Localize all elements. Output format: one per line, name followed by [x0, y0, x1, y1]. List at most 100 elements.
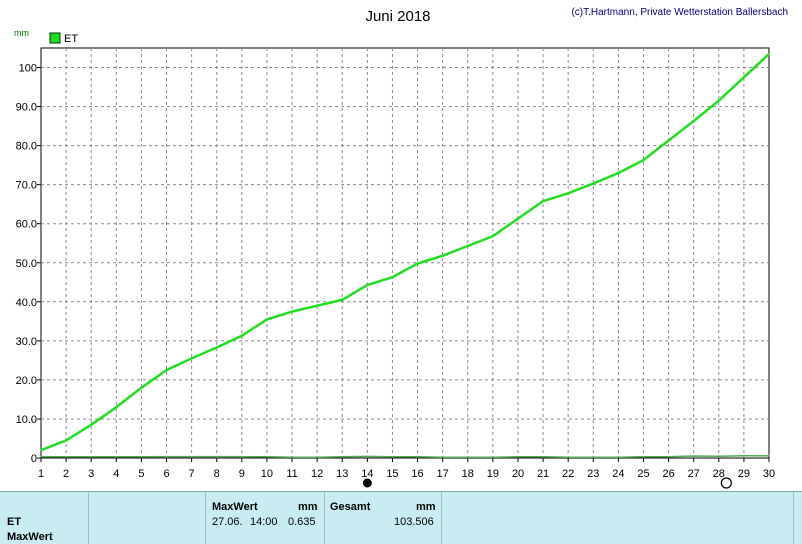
data-point: [291, 456, 293, 458]
data-point: [391, 276, 393, 278]
data-point: [668, 139, 670, 142]
data-point: [391, 456, 393, 458]
x-tick-label: 13: [336, 468, 348, 480]
data-point: [65, 439, 67, 441]
data-point: [642, 456, 645, 458]
data-point: [718, 455, 720, 457]
chart-title: Juni 2018: [365, 8, 430, 25]
x-tick-label: 25: [637, 468, 649, 480]
data-point: [467, 456, 469, 458]
info-col-1: [0, 492, 89, 544]
x-tick-label: 16: [411, 468, 423, 480]
data-point: [743, 455, 745, 457]
series-group: [40, 52, 770, 458]
data-point: [693, 455, 695, 457]
x-tick-label: 6: [163, 468, 169, 480]
x-tick-label: 20: [512, 468, 524, 480]
open-day-marker: [720, 477, 732, 489]
data-point: [241, 335, 243, 337]
data-point: [341, 299, 343, 301]
data-point: [316, 456, 318, 458]
data-point: [341, 456, 343, 458]
data-point: [165, 369, 168, 371]
info-header-gesamt: Gesamt: [330, 501, 371, 513]
x-tick-label: 5: [138, 468, 144, 480]
x-axis-ticks: 1 2 3 4 5 6 7 8 9 10 11 12 13 14 15 16 17 18 19 20 21 22 23 24 2…: [38, 458, 775, 480]
data-point: [642, 159, 645, 161]
data-point: [517, 456, 519, 458]
x-tick-label: 11: [286, 468, 297, 480]
data-point: [266, 456, 268, 458]
y-tick-label: 40.0: [16, 297, 37, 309]
x-tick-label: 27: [688, 468, 700, 480]
y-tick-label: 30.0: [16, 336, 37, 348]
x-tick-label: 23: [587, 468, 599, 480]
y-tick-label: 80.0: [16, 141, 37, 153]
day-markers: [362, 477, 732, 489]
data-point: [65, 456, 67, 458]
data-point: [442, 255, 444, 257]
data-point: [216, 456, 218, 458]
data-point: [693, 120, 695, 122]
x-tick-label: 29: [738, 468, 750, 480]
data-point: [216, 346, 218, 349]
info-header-unit-max: mm: [298, 501, 318, 513]
y-tick-label: 100: [19, 63, 37, 75]
data-point: [718, 100, 720, 102]
x-tick-label: 17: [437, 468, 449, 480]
data-point: [140, 387, 142, 389]
x-tick-label: 9: [239, 468, 245, 480]
data-point: [191, 456, 193, 458]
info-header-maxwert: MaxWert: [212, 501, 258, 513]
data-point: [366, 284, 368, 286]
legend: ET: [49, 32, 78, 45]
y-tick-label: 10.0: [16, 414, 37, 426]
y-tick-label: 0: [31, 453, 37, 465]
x-tick-label: 3: [88, 468, 94, 480]
data-point: [165, 456, 168, 458]
data-point: [417, 456, 419, 458]
data-point: [592, 456, 594, 458]
data-point: [617, 172, 620, 174]
data-point: [668, 456, 670, 458]
y-tick-label: 70.0: [16, 180, 37, 192]
data-point: [442, 456, 444, 458]
y-tick-label: 60.0: [16, 219, 37, 231]
data-point: [191, 357, 193, 359]
plot-frame: [40, 47, 770, 459]
filled-day-marker: [362, 478, 372, 488]
info-max-time: 14:00: [250, 516, 278, 528]
data-point: [291, 311, 293, 313]
info-col-4: [325, 492, 442, 544]
info-table: MaxWert mm Gesamt mm ET 27.06. 14:00 0.6…: [0, 491, 802, 544]
x-tick-label: 12: [311, 468, 323, 480]
x-tick-label: 24: [612, 468, 624, 480]
data-point: [567, 456, 569, 458]
x-tick-label: 10: [261, 468, 273, 480]
y-axis-ticks: 0 10.0 20.0 30.0 40.0 50.0 60.0 70.0 80.0 90.0 100: [16, 63, 41, 465]
data-point: [115, 406, 117, 408]
data-point: [542, 456, 544, 458]
series-line-et-hourly: [41, 454, 769, 458]
y-tick-label: 90.0: [16, 102, 37, 114]
x-tick-label: 18: [462, 468, 474, 480]
info-max-value: 0.635: [288, 516, 316, 528]
legend-label-et: ET: [64, 33, 78, 45]
info-row-et-label: ET: [7, 516, 22, 528]
x-tick-label: 14: [361, 468, 373, 480]
data-point: [40, 456, 42, 458]
x-tick-label: 26: [662, 468, 674, 480]
x-tick-label: 22: [562, 468, 574, 480]
data-point: [768, 455, 770, 457]
data-point: [417, 262, 419, 265]
data-point: [266, 318, 268, 320]
data-point: [517, 218, 519, 220]
data-point: [768, 53, 770, 55]
data-point: [492, 456, 494, 458]
info-col-3: [206, 492, 325, 544]
x-tick-label: 8: [214, 468, 220, 480]
x-tick-label: 2: [63, 468, 69, 480]
y-tick-label: 20.0: [16, 375, 37, 387]
data-point: [90, 424, 92, 426]
data-point: [241, 456, 243, 458]
